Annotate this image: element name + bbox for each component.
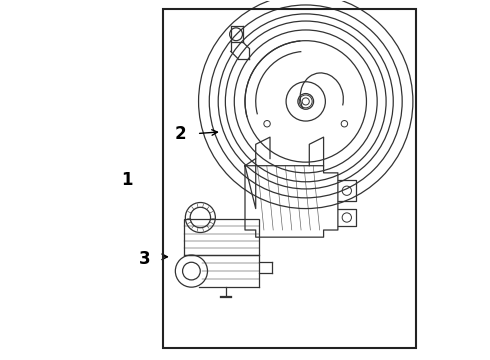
Bar — [163, 9, 416, 348]
Text: 3: 3 — [139, 249, 151, 267]
Text: 1: 1 — [122, 171, 133, 189]
Text: 2: 2 — [175, 125, 187, 143]
Bar — [184, 219, 259, 255]
